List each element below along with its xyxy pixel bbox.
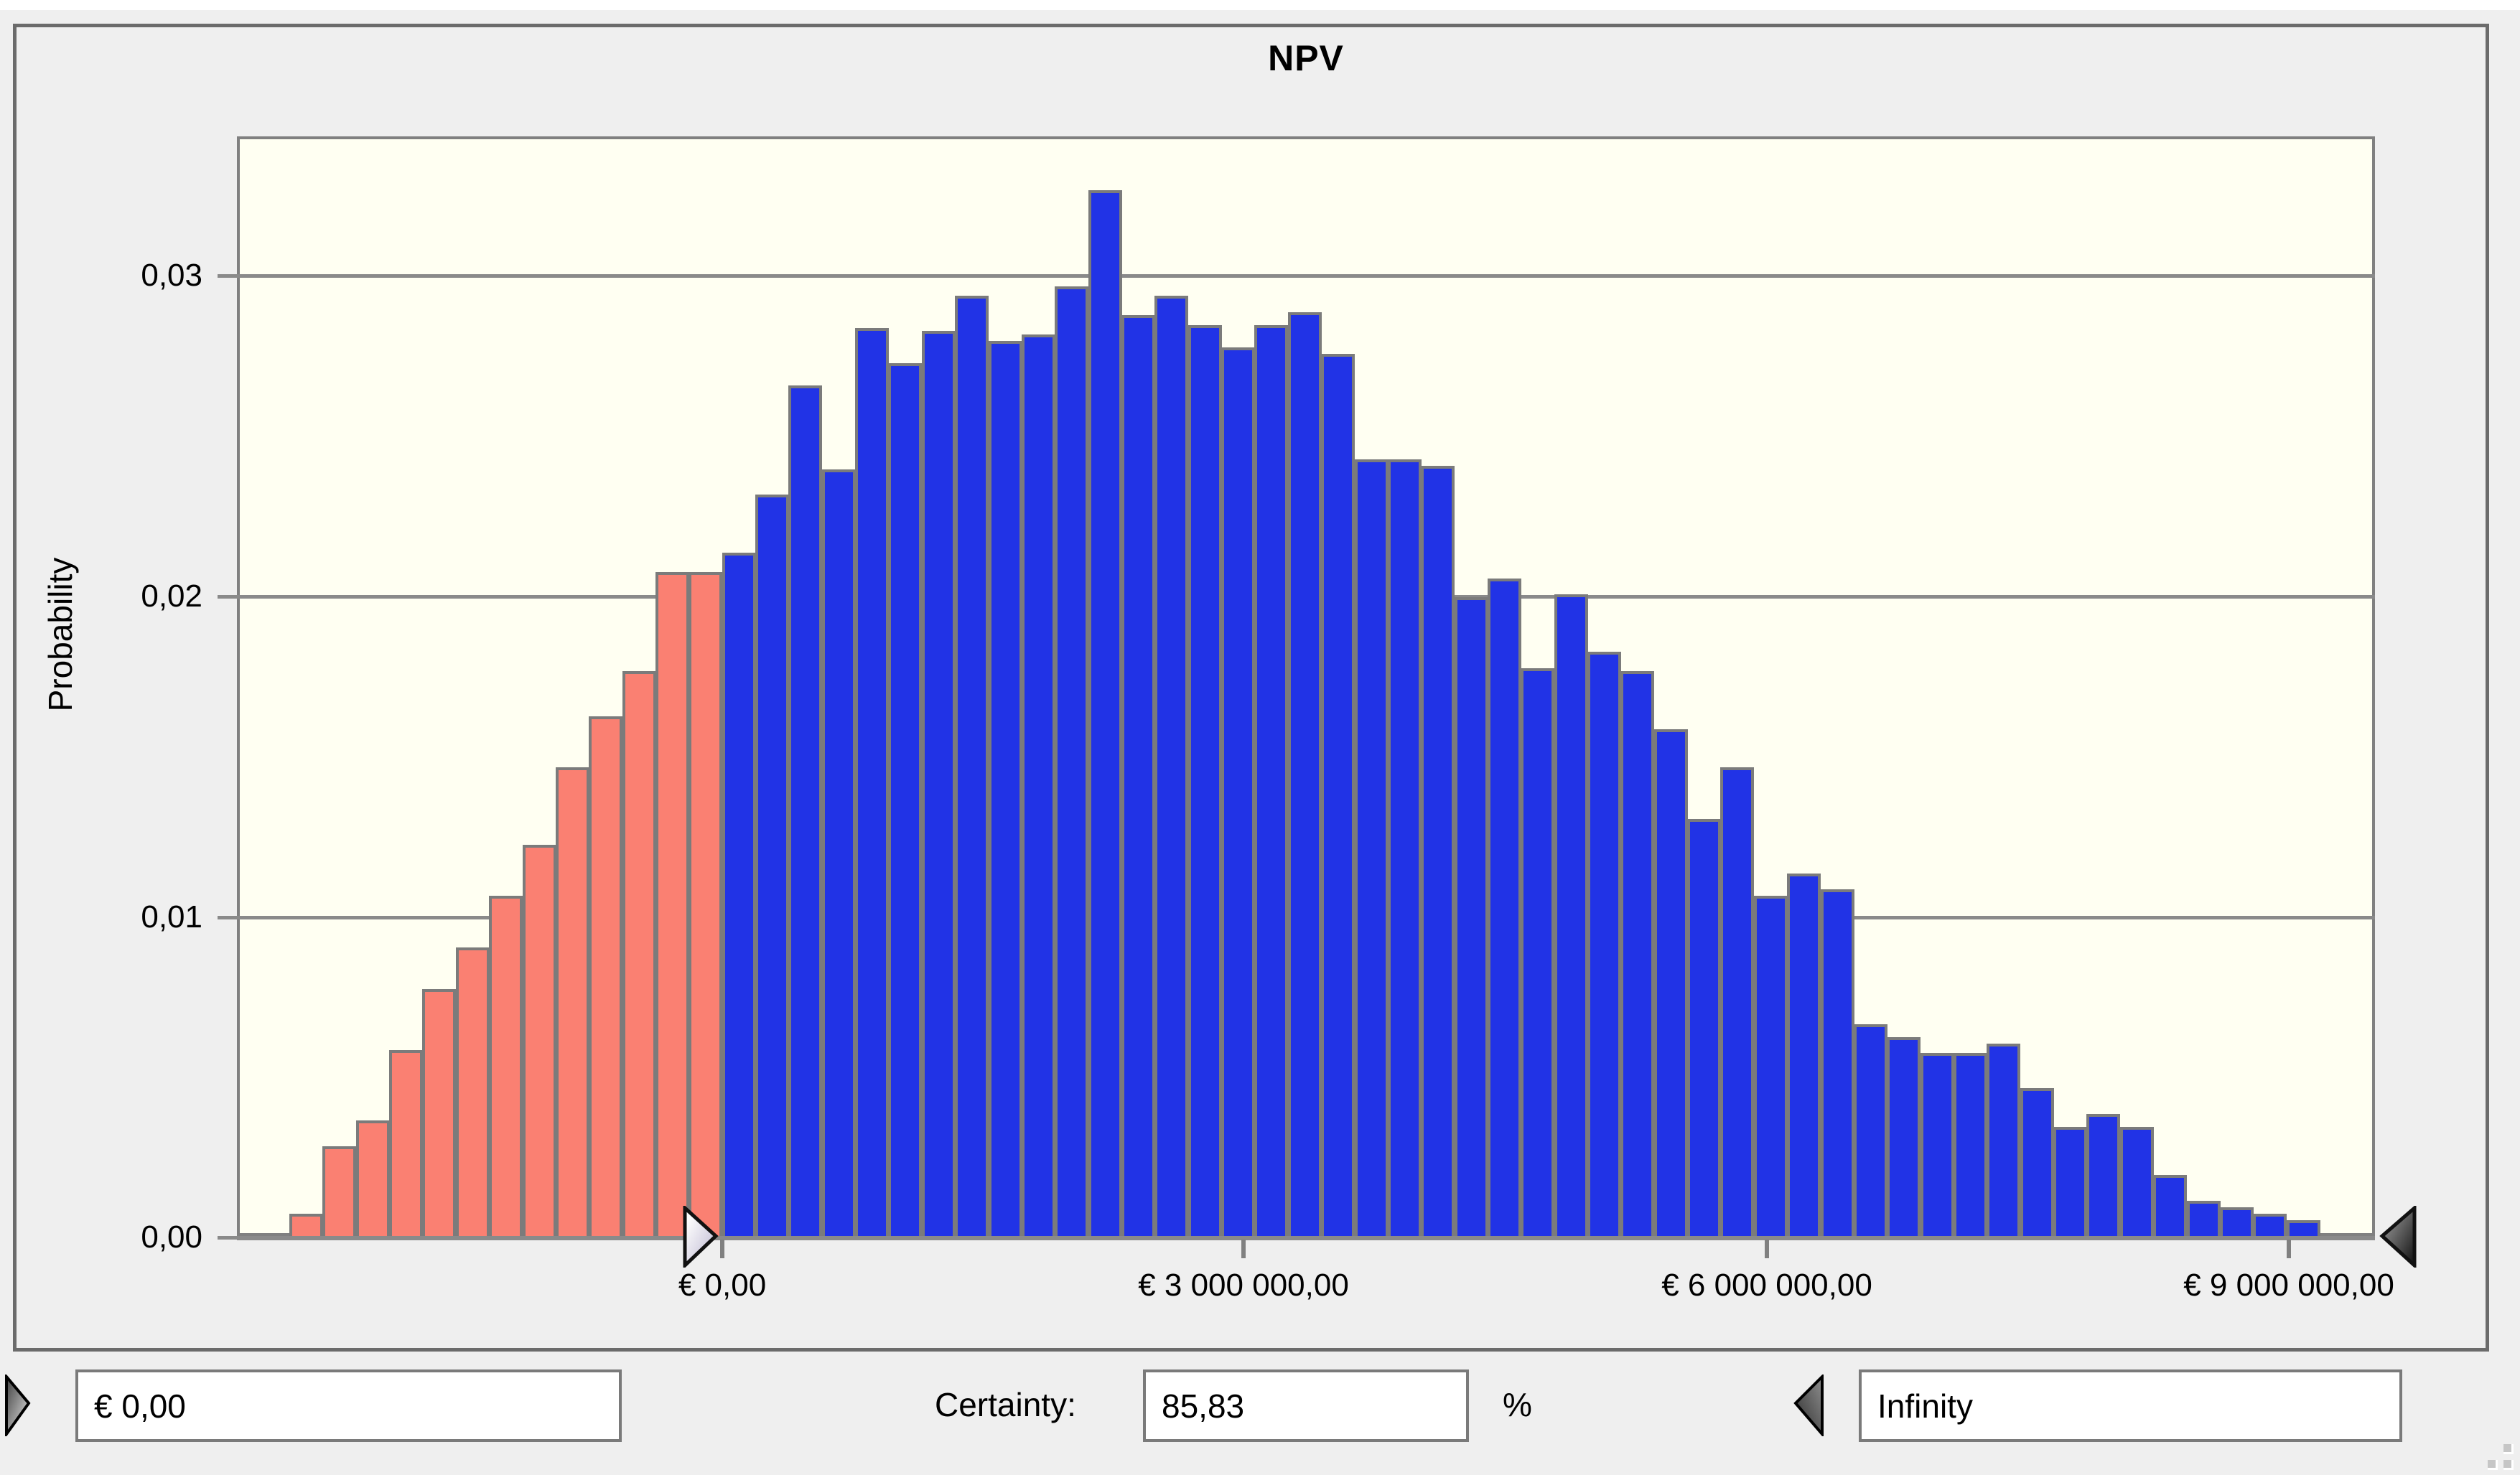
histogram-bar: [1288, 312, 1322, 1236]
histogram-bar: [1521, 668, 1554, 1236]
histogram-bar: [2020, 1088, 2054, 1236]
histogram-bar: [622, 671, 656, 1236]
histogram-bar: [1987, 1044, 2020, 1236]
certainty-min-grabber-icon[interactable]: [683, 1206, 719, 1268]
histogram-bar: [523, 845, 556, 1236]
histogram-bar: [2053, 1127, 2087, 1236]
y-tick-label: 0,03: [141, 258, 202, 293]
histogram-bar: [2187, 1201, 2221, 1236]
histogram-bar: [1188, 325, 1222, 1236]
histogram-bar: [2287, 1220, 2320, 1236]
histogram-bar: [2086, 1114, 2120, 1236]
histogram-bar: [322, 1146, 356, 1236]
histogram-bar: [1554, 594, 1588, 1236]
histogram-bar: [989, 341, 1022, 1236]
histogram-bar: [2220, 1207, 2254, 1236]
resize-grip-icon[interactable]: [2503, 1444, 2514, 1454]
histogram-bar: [1121, 315, 1155, 1236]
y-tick-mark: [218, 595, 237, 599]
x-tick-label: € 0,00: [678, 1268, 767, 1303]
histogram-bar: [556, 767, 589, 1236]
histogram-bar: [356, 1120, 390, 1236]
histogram-bar: [855, 328, 889, 1236]
y-tick-label: 0,02: [141, 579, 202, 614]
histogram-bar: [1088, 190, 1122, 1236]
histogram-bar: [2120, 1127, 2154, 1236]
histogram-bar: [1821, 889, 1854, 1236]
histogram-bar: [1355, 459, 1389, 1236]
histogram-bar: [1954, 1053, 1987, 1236]
resize-grip-icon[interactable]: [2488, 1460, 2498, 1470]
y-axis-title: Probability: [42, 557, 79, 712]
certainty-label: Certainty:: [935, 1386, 1076, 1423]
histogram-bar: [655, 572, 689, 1236]
histogram-bar: [1787, 874, 1821, 1236]
histogram-bar: [755, 495, 789, 1236]
range-min-input[interactable]: [75, 1369, 622, 1442]
histogram-bar: [788, 385, 822, 1236]
y-tick-label: 0,01: [141, 899, 202, 935]
histogram-bar: [1455, 597, 1488, 1236]
min-slider-handle-icon[interactable]: [4, 1375, 32, 1436]
histogram-bar: [689, 572, 722, 1236]
histogram-bar: [1587, 652, 1621, 1236]
resize-grip-icon[interactable]: [2503, 1460, 2514, 1470]
histogram-bar: [1254, 325, 1288, 1236]
histogram-bar: [422, 989, 456, 1236]
percent-label: %: [1503, 1386, 1532, 1423]
histogram-bar: [289, 1214, 323, 1236]
max-slider-handle-icon[interactable]: [1793, 1375, 1824, 1436]
chart-title: NPV: [1268, 38, 1344, 78]
histogram-bar: [922, 331, 956, 1236]
range-max-input[interactable]: [1859, 1369, 2402, 1442]
histogram-bar: [1620, 671, 1654, 1236]
histogram-bar: [1488, 579, 1521, 1236]
y-tick-label: 0,00: [141, 1219, 202, 1255]
y-tick-mark: [218, 274, 237, 278]
histogram-bar: [1321, 354, 1355, 1236]
x-tick-mark: [1241, 1240, 1246, 1258]
histogram-bar: [722, 553, 756, 1236]
histogram-bar: [1055, 286, 1088, 1236]
histogram-bar: [489, 896, 523, 1236]
histogram-bar: [389, 1050, 423, 1236]
y-tick-mark: [218, 916, 237, 919]
histogram-bar: [456, 947, 490, 1236]
histogram-bar: [1388, 459, 1422, 1236]
histogram-bar: [1022, 334, 1055, 1236]
histogram-bar: [822, 469, 856, 1236]
histogram-bar: [1221, 347, 1255, 1236]
histogram-bar: [1654, 729, 1688, 1236]
x-tick-label: € 9 000 000,00: [2183, 1268, 2394, 1303]
histogram-bar: [1887, 1037, 1921, 1236]
x-tick-label: € 3 000 000,00: [1138, 1268, 1349, 1303]
histogram-bar: [1421, 466, 1455, 1236]
histogram-bar: [589, 716, 622, 1236]
histogram-bar: [1921, 1053, 1954, 1236]
histogram-bar: [1754, 896, 1788, 1236]
histogram-bar: [1854, 1024, 1887, 1236]
histogram-bar: [1687, 819, 1721, 1236]
histogram-bar: [2253, 1214, 2287, 1236]
x-tick-mark: [720, 1240, 724, 1258]
histogram-bar: [1720, 767, 1754, 1236]
histogram-bar: [1154, 296, 1188, 1236]
histogram-bar: [888, 363, 922, 1236]
x-tick-label: € 6 000 000,00: [1661, 1268, 1872, 1303]
histogram-bar: [2153, 1175, 2187, 1236]
x-tick-mark: [1765, 1240, 1769, 1258]
y-tick-mark: [218, 1236, 237, 1240]
certainty-input[interactable]: [1143, 1369, 1469, 1442]
window-top-strip: [0, 0, 2520, 10]
histogram-bar: [955, 296, 989, 1236]
certainty-max-grabber-icon[interactable]: [2379, 1206, 2417, 1268]
gridline-0-03: [237, 274, 2375, 278]
x-axis-baseline: [237, 1236, 2375, 1240]
x-tick-mark: [2287, 1240, 2291, 1258]
